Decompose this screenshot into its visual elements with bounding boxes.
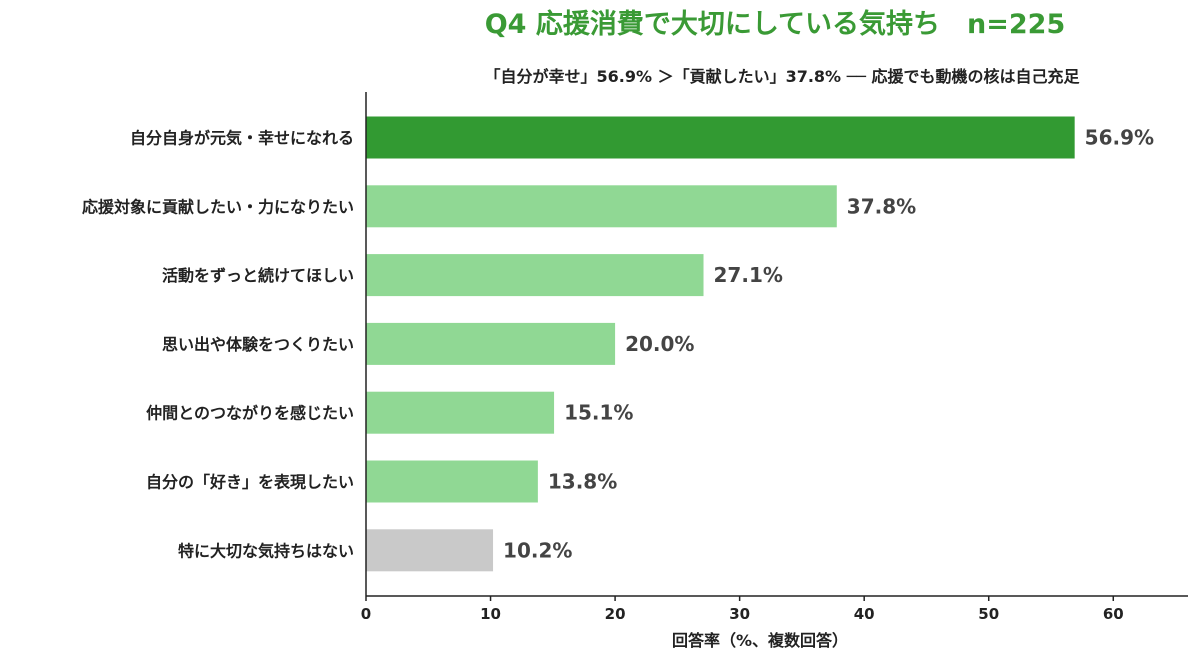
bar [366,185,837,228]
bars-group [366,116,1075,572]
bar [366,254,704,297]
axes-group: 0 10 20 30 40 50 60 [361,92,1188,623]
x-tick-label: 20 [605,605,626,623]
value-label: 37.8% [847,194,916,218]
x-axis-title: 回答率（%、複数回答） [672,631,848,650]
value-labels-group: 56.9% 37.8% 27.1% 20.0% 15.1% 13.8% 10.2% [503,126,1154,563]
category-label: 活動をずっと続けてほしい [162,266,354,285]
bar [366,529,494,572]
x-tick-label: 50 [978,605,999,623]
x-tick-label: 10 [480,605,501,623]
category-label: 特に大切な気持ちはない [178,541,354,560]
bar [366,460,538,503]
category-label: 思い出や体験をつくりたい [162,335,354,354]
x-tick-label: 40 [854,605,875,623]
chart-subtitle: 「自分が幸せ」56.9% ＞「貢献したい」37.8% ── 応援でも動機の核は自… [485,67,1081,86]
bar [366,116,1075,159]
bar [366,322,616,365]
value-label: 13.8% [548,470,617,494]
value-label: 15.1% [564,401,633,425]
category-label: 自分自身が元気・幸せになれる [130,129,354,148]
x-tick-label: 0 [361,605,371,623]
value-label: 20.0% [625,332,694,356]
value-label: 10.2% [503,538,572,562]
bar [366,391,555,434]
value-label: 56.9% [1085,126,1154,150]
x-tick-label: 30 [729,605,750,623]
category-label: 仲間とのつながりを感じたい [146,404,354,423]
category-label: 応援対象に貢献したい・力になりたい [82,197,354,216]
chart-title: Q4 応援消費で大切にしている気持ち n=225 [485,8,1066,40]
value-label: 27.1% [714,263,783,287]
category-label: 自分の「好き」を表現したい [146,473,354,492]
x-tick-label: 60 [1103,605,1124,623]
category-labels-group: 自分自身が元気・幸せになれる応援対象に貢献したい・力になりたい活動をずっと続けて… [82,129,354,561]
